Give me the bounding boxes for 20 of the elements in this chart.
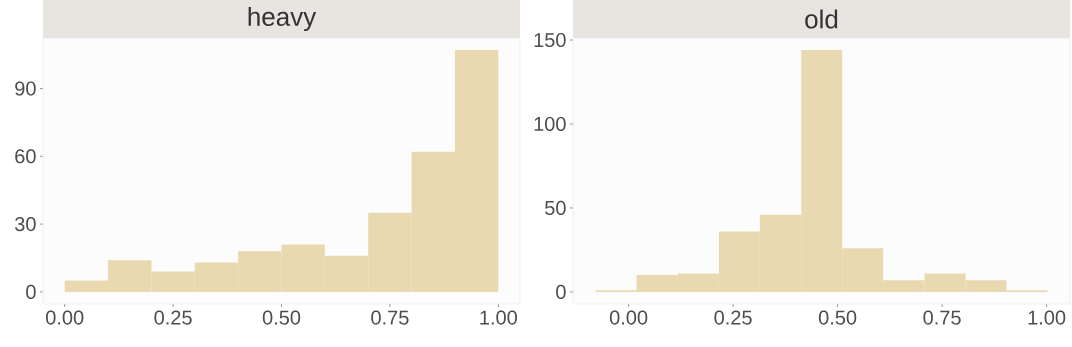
y-tick-label: 150 <box>534 32 566 48</box>
y-tick-label: 30 <box>15 217 36 232</box>
x-tick-label: 1.00 <box>480 310 517 325</box>
y-tick-label: 60 <box>15 149 36 164</box>
y-tick-label: 50 <box>545 200 566 215</box>
y-tick-label: 100 <box>534 116 566 132</box>
x-tick-label: 0.00 <box>609 310 648 325</box>
x-tick-label: 0.25 <box>714 310 752 325</box>
x-tick-label: 0.75 <box>923 310 961 325</box>
x-tick-label: 0.75 <box>371 310 409 325</box>
y-tick-label: 0 <box>26 284 36 299</box>
y-tick-label: 0 <box>556 284 566 299</box>
x-tick-label: 0.25 <box>154 310 192 325</box>
chart-title: old <box>805 9 838 29</box>
x-tick-label: 1.00 <box>1028 310 1066 325</box>
x-tick-label: 0.00 <box>46 310 84 325</box>
x-tick-label: 0.50 <box>262 310 301 325</box>
x-tick-label: 0.50 <box>818 310 857 325</box>
chart-title: heavy <box>248 6 317 32</box>
y-tick-label: 90 <box>15 81 36 96</box>
